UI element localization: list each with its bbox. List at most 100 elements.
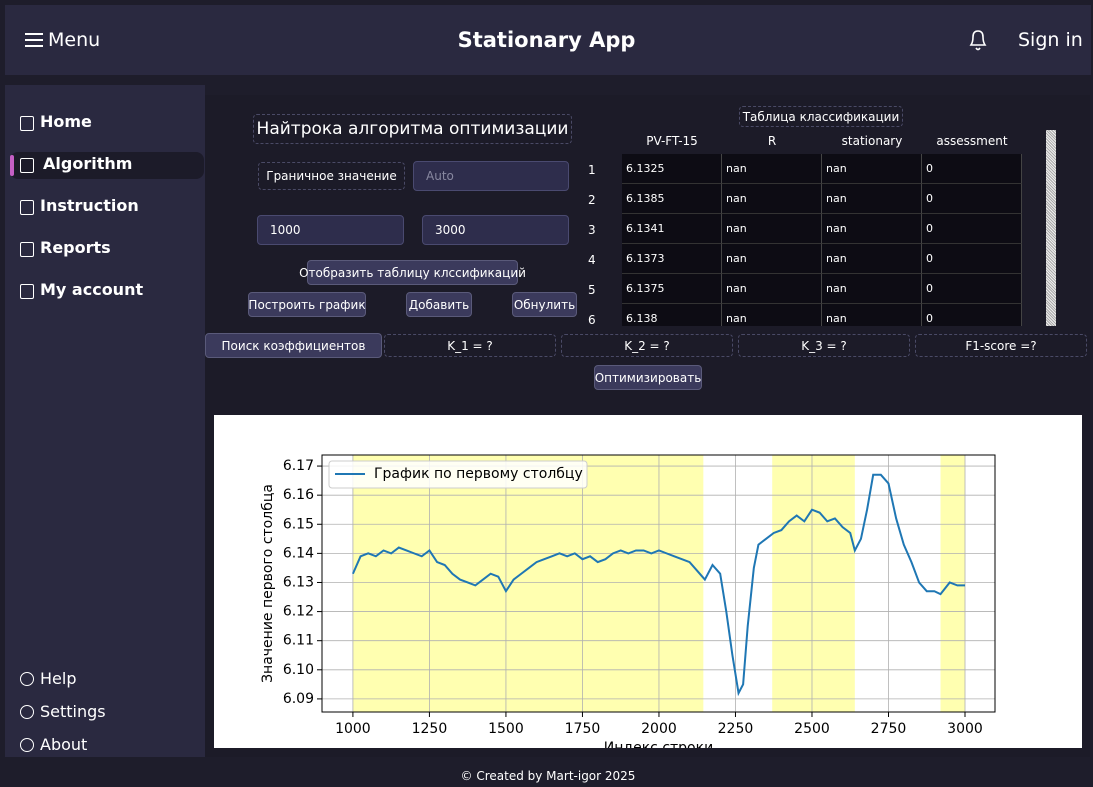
highlight-span bbox=[352, 455, 704, 712]
threshold-label: Граничное значение bbox=[258, 162, 405, 190]
bell-icon[interactable] bbox=[966, 28, 990, 52]
y-tick-label: 6.09 bbox=[283, 691, 314, 707]
table-cell: 6.1375 bbox=[622, 274, 722, 304]
menu-button[interactable]: Menu bbox=[48, 29, 101, 51]
table-cell: nan bbox=[722, 244, 822, 274]
nav-item[interactable]: Algorithm bbox=[43, 154, 133, 173]
table-cell: nan bbox=[722, 214, 822, 244]
nav-icon[interactable] bbox=[20, 738, 34, 752]
y-tick-label: 6.14 bbox=[283, 545, 314, 561]
nav-icon[interactable] bbox=[20, 200, 34, 215]
table-cell: nan bbox=[722, 154, 822, 184]
table-cell: nan bbox=[822, 274, 922, 304]
table-cell: nan bbox=[822, 214, 922, 244]
x-tick-label: 1500 bbox=[488, 721, 524, 737]
nav-item[interactable]: Home bbox=[40, 112, 92, 131]
y-tick-label: 6.15 bbox=[283, 516, 314, 532]
table-cell: nan bbox=[722, 304, 822, 326]
x-tick-label: 1000 bbox=[335, 721, 371, 737]
table-cell: 6.1341 bbox=[622, 214, 722, 244]
table-cell: 0 bbox=[922, 244, 1022, 274]
table-cell: 0 bbox=[922, 274, 1022, 304]
chart: 1000 1250 1500 1750 2000 2250 2500 2750 3000 6.09… bbox=[214, 415, 1082, 748]
table-cell: 0 bbox=[922, 184, 1022, 214]
highlight-span bbox=[772, 455, 855, 712]
nav-icon[interactable] bbox=[20, 158, 34, 173]
x-tick-label: 2500 bbox=[794, 721, 830, 737]
coefficient: K_3 = ? bbox=[738, 334, 910, 357]
table-title: Таблица классификации bbox=[739, 106, 903, 127]
reset-button[interactable]: Обнулить bbox=[512, 292, 577, 317]
y-tick-label: 6.17 bbox=[283, 458, 314, 474]
coefficient: F1-score =? bbox=[915, 334, 1087, 357]
x-tick-label: 1250 bbox=[412, 721, 448, 737]
nav-item[interactable]: Instruction bbox=[40, 196, 139, 215]
nav-icon[interactable] bbox=[20, 672, 34, 686]
x-tick-label: 3000 bbox=[947, 721, 983, 737]
y-tick-label: 6.11 bbox=[283, 633, 314, 649]
nav-item[interactable]: My account bbox=[40, 280, 144, 299]
row-index: 1 bbox=[588, 163, 596, 177]
range-end-input[interactable]: 3000 bbox=[422, 215, 569, 245]
nav-icon[interactable] bbox=[20, 705, 34, 719]
y-tick-label: 6.10 bbox=[283, 662, 314, 678]
coefficient: K_1 = ? bbox=[384, 334, 556, 357]
sign-in[interactable]: Sign in bbox=[1018, 29, 1083, 51]
nav-icon[interactable] bbox=[20, 242, 34, 257]
x-axis-label: Индекс строки bbox=[604, 740, 713, 748]
nav-icon[interactable] bbox=[20, 116, 34, 131]
table-cell: 6.138 bbox=[622, 304, 722, 326]
row-index: 5 bbox=[588, 283, 596, 297]
legend-label: График по первому столбцу bbox=[374, 466, 583, 482]
search-button[interactable]: Поиск коэффициентов bbox=[205, 333, 382, 358]
column-header: stationary bbox=[841, 134, 903, 148]
add-button[interactable]: Добавить bbox=[406, 292, 472, 317]
optimize-button[interactable]: Оптимизировать bbox=[594, 365, 702, 390]
y-tick-label: 6.16 bbox=[283, 487, 314, 503]
row-index: 6 bbox=[588, 313, 596, 326]
table-cell: 0 bbox=[922, 154, 1022, 184]
threshold-input[interactable]: Auto bbox=[413, 161, 569, 191]
header bbox=[5, 5, 1091, 75]
sidebar bbox=[5, 85, 205, 757]
table-cell: 6.1325 bbox=[622, 154, 722, 184]
y-axis-label: Значение первого столбца bbox=[260, 484, 276, 683]
table-cell: nan bbox=[822, 304, 922, 326]
table-cell: nan bbox=[822, 154, 922, 184]
row-index: 4 bbox=[588, 253, 596, 267]
table-cell: 6.1373 bbox=[622, 244, 722, 274]
active-highlight bbox=[10, 152, 204, 179]
line-series bbox=[351, 473, 966, 697]
table-cell: nan bbox=[822, 244, 922, 274]
column-header: assessment bbox=[936, 134, 1008, 148]
menu-icon[interactable] bbox=[24, 31, 44, 49]
row-index: 3 bbox=[588, 223, 596, 237]
table-cell: 6.1385 bbox=[622, 184, 722, 214]
column-header: R bbox=[767, 134, 777, 148]
nav-item[interactable]: About bbox=[40, 735, 88, 754]
scrollbar[interactable] bbox=[1046, 130, 1056, 326]
show-table-button[interactable]: Отобразить таблицу клссификаций bbox=[299, 260, 526, 285]
table-cell: nan bbox=[822, 184, 922, 214]
table-cell: 0 bbox=[922, 304, 1022, 326]
nav-item[interactable]: Help bbox=[40, 669, 77, 688]
y-tick-label: 6.13 bbox=[283, 574, 314, 590]
column-header: PV-FT-15 bbox=[646, 134, 698, 148]
x-tick-label: 1750 bbox=[565, 721, 601, 737]
nav-icon[interactable] bbox=[20, 284, 34, 299]
table-cell: 0 bbox=[922, 214, 1022, 244]
panel-title: Найтрока алгоритма оптимизации bbox=[253, 114, 572, 144]
plot-frame bbox=[321, 454, 996, 713]
table-cell: nan bbox=[722, 184, 822, 214]
app-title: Stationary App bbox=[457, 28, 636, 52]
range-start-input[interactable]: 1000 bbox=[257, 215, 404, 245]
nav-item[interactable]: Reports bbox=[40, 238, 111, 257]
coefficient: K_2 = ? bbox=[561, 334, 733, 357]
active-marker bbox=[10, 155, 14, 176]
footer: © Created by Mart-igor 2025 bbox=[460, 769, 636, 783]
nav-item[interactable]: Settings bbox=[40, 702, 106, 721]
x-tick-label: 2250 bbox=[718, 721, 754, 737]
plot-button[interactable]: Построить график bbox=[248, 292, 366, 317]
